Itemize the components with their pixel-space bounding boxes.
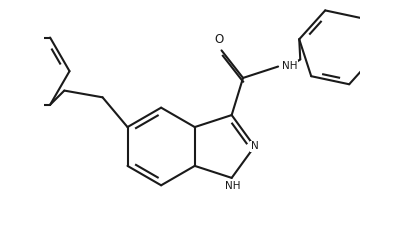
Text: NH: NH xyxy=(225,181,240,191)
Text: N: N xyxy=(250,141,259,152)
Text: NH: NH xyxy=(282,61,298,70)
Text: O: O xyxy=(215,33,224,46)
